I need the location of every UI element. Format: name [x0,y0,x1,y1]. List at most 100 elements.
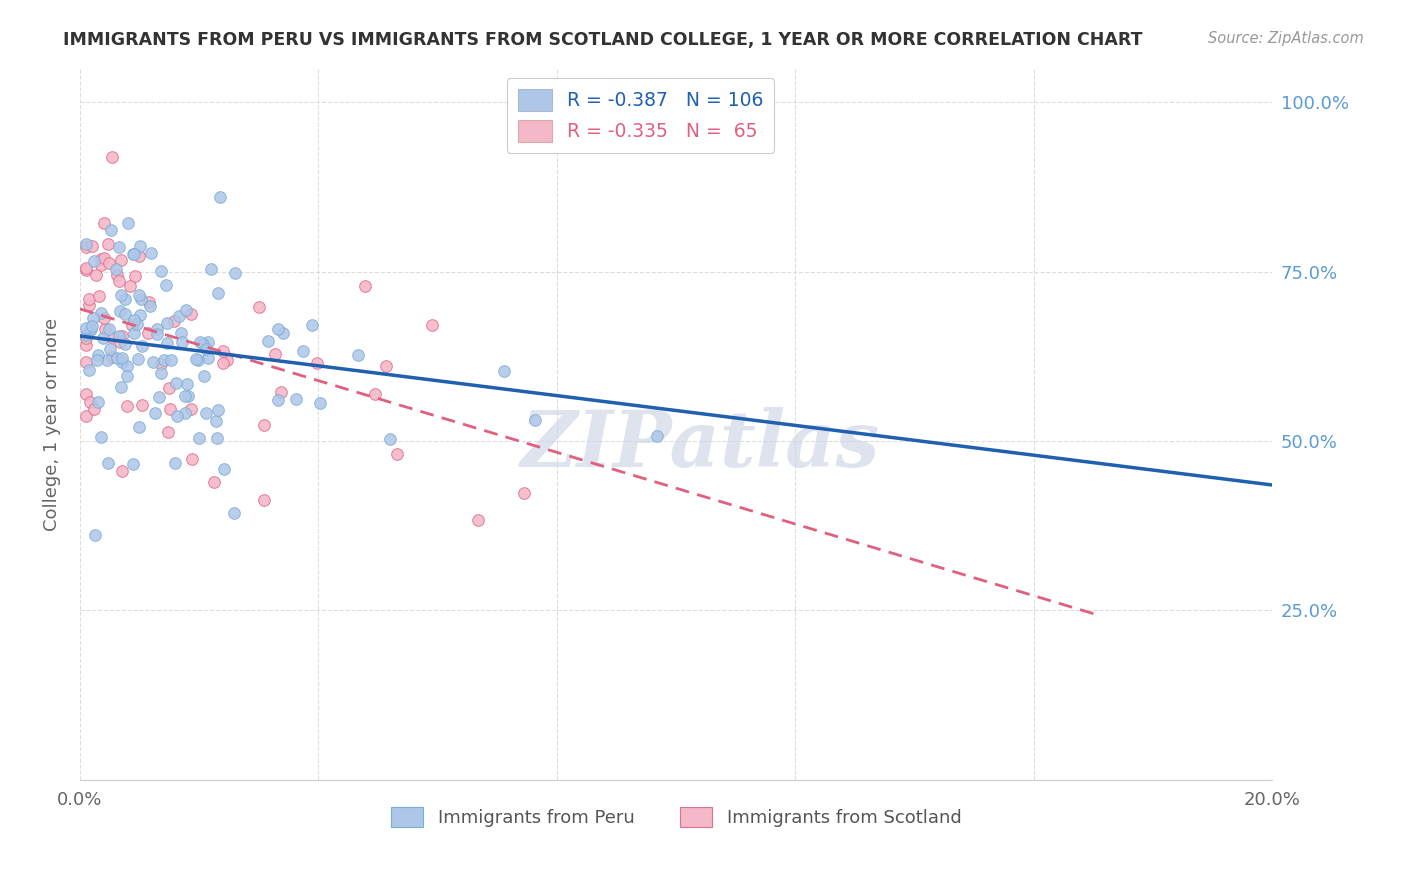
Point [253,493,276,508]
Point [84,268,107,282]
Point [207,431,229,445]
Point [150,366,173,380]
Point [143,406,166,420]
Point [467,513,489,527]
Point [292,344,315,359]
Point [101,350,124,364]
Point [111,464,134,478]
Point [284,392,307,406]
Point [309,396,332,410]
Point [79,322,101,336]
Point [100,223,122,237]
Point [93,216,115,230]
Point [131,398,153,412]
Point [75,409,97,423]
Point [378,432,401,446]
Point [187,352,209,367]
Point [87,348,110,362]
Point [114,337,136,351]
Point [128,308,150,322]
Point [77,298,100,312]
Point [124,269,146,284]
Point [124,247,146,261]
Point [97,456,120,470]
Point [90,258,112,272]
Point [180,307,202,321]
Point [75,240,97,254]
Point [205,414,228,428]
Point [79,323,101,337]
Point [148,390,170,404]
Point [138,294,160,309]
Text: Source: ZipAtlas.com: Source: ZipAtlas.com [1208,31,1364,46]
Point [195,342,218,356]
Point [128,287,150,301]
Point [156,336,179,351]
Point [139,300,162,314]
Point [120,279,142,293]
Point [75,386,97,401]
Point [100,330,122,344]
Point [108,334,131,349]
Point [75,237,97,252]
Point [75,338,97,352]
Point [645,429,668,443]
Point [80,238,103,252]
Point [86,395,108,409]
Point [190,335,212,350]
Point [93,251,115,265]
Point [513,486,536,500]
Point [252,417,274,432]
Point [267,393,290,408]
Point [271,326,294,341]
Point [247,301,270,315]
Point [90,252,112,266]
Text: ZIPatlas: ZIPatlas [520,407,880,483]
Point [200,261,222,276]
Point [157,381,180,395]
Point [224,266,246,280]
Point [347,348,370,362]
Point [163,456,186,470]
Point [127,351,149,366]
Point [105,262,128,277]
Point [75,261,97,276]
Point [217,353,239,368]
Point [98,322,121,336]
Text: IMMIGRANTS FROM PERU VS IMMIGRANTS FROM SCOTLAND COLLEGE, 1 YEAR OR MORE CORRELA: IMMIGRANTS FROM PERU VS IMMIGRANTS FROM … [63,31,1143,49]
Point [385,447,408,461]
Point [121,318,143,332]
Point [117,359,139,374]
Point [83,253,105,268]
Point [111,329,134,343]
Point [174,405,197,419]
Point [193,369,215,384]
Point [197,351,219,365]
Point [115,400,138,414]
Point [353,279,375,293]
Point [301,318,323,332]
Point [96,353,118,368]
Point [256,334,278,349]
Point [75,321,97,335]
Point [86,353,108,368]
Point [207,402,229,417]
Point [160,353,183,368]
Point [156,316,179,330]
Point [75,262,97,277]
Point [127,317,149,331]
Point [208,190,231,204]
Point [114,307,136,321]
Point [176,377,198,392]
Point [108,304,131,318]
Point [117,216,139,230]
Point [128,420,150,434]
Point [212,355,235,369]
Point [80,318,103,333]
Point [173,389,195,403]
Point [107,240,129,254]
Point [375,359,398,373]
Point [153,353,176,368]
Point [82,311,104,326]
Point [105,351,128,365]
